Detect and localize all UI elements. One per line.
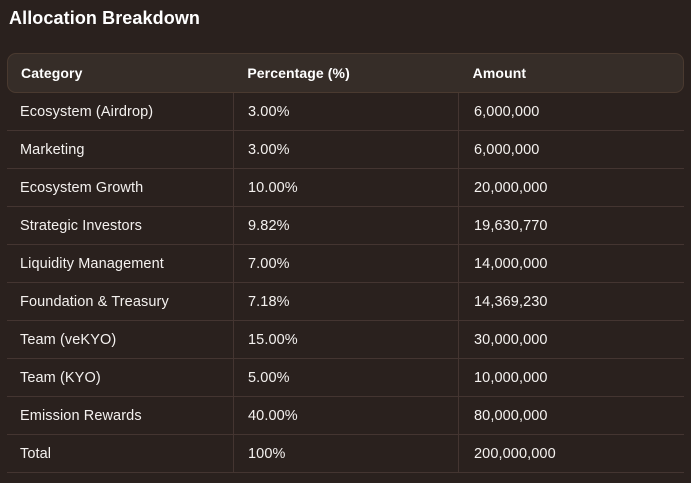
cell-category: Ecosystem Growth [20,179,144,196]
cell-amount: 20,000,000 [458,169,684,206]
cell-amount: 30,000,000 [458,321,684,358]
table-row: Strategic Investors 9.82% 19,630,770 [7,207,684,245]
cell-category: Emission Rewards [20,407,142,424]
cell-amount: 200,000,000 [458,435,684,472]
cell-amount: 6,000,000 [458,93,684,130]
allocation-table: Category Percentage (%) Amount Ecosystem… [7,53,684,473]
cell-category: Marketing [20,141,85,158]
cell-percentage: 100% [233,435,458,472]
table-row: Foundation & Treasury 7.18% 14,369,230 [7,283,684,321]
cell-category: Ecosystem (Airdrop) [20,103,154,120]
column-header-category: Category [21,65,83,81]
cell-percentage: 9.82% [233,207,458,244]
cell-category: Liquidity Management [20,255,164,272]
cell-percentage: 15.00% [233,321,458,358]
table-row: Ecosystem Growth 10.00% 20,000,000 [7,169,684,207]
cell-amount: 19,630,770 [458,207,684,244]
table-row: Total 100% 200,000,000 [7,435,684,473]
cell-percentage: 5.00% [233,359,458,396]
cell-category: Foundation & Treasury [20,293,169,310]
cell-amount: 14,000,000 [458,245,684,282]
table-row: Ecosystem (Airdrop) 3.00% 6,000,000 [7,93,684,131]
table-body: Ecosystem (Airdrop) 3.00% 6,000,000 Marketi… [7,93,684,473]
page-title: Allocation Breakdown [9,8,201,28]
cell-percentage: 10.00% [233,169,458,206]
column-header-percentage: Percentage (%) [247,65,350,81]
cell-percentage: 3.00% [233,131,458,168]
cell-percentage: 7.18% [233,283,458,320]
table-row: Team (veKYO) 15.00% 30,000,000 [7,321,684,359]
table-header-row: Category Percentage (%) Amount [7,53,684,93]
cell-amount: 6,000,000 [458,131,684,168]
cell-category: Team (KYO) [20,369,101,386]
cell-amount: 80,000,000 [458,397,684,434]
cell-category: Strategic Investors [20,217,142,234]
cell-category: Team (veKYO) [20,331,117,348]
cell-amount: 10,000,000 [458,359,684,396]
table-row: Marketing 3.00% 6,000,000 [7,131,684,169]
cell-percentage: 3.00% [233,93,458,130]
cell-category: Total [20,445,52,462]
table-row: Liquidity Management 7.00% 14,000,000 [7,245,684,283]
table-row: Emission Rewards 40.00% 80,000,000 [7,397,684,435]
cell-percentage: 40.00% [233,397,458,434]
column-header-amount: Amount [472,65,527,81]
cell-amount: 14,369,230 [458,283,684,320]
table-row: Team (KYO) 5.00% 10,000,000 [7,359,684,397]
cell-percentage: 7.00% [233,245,458,282]
